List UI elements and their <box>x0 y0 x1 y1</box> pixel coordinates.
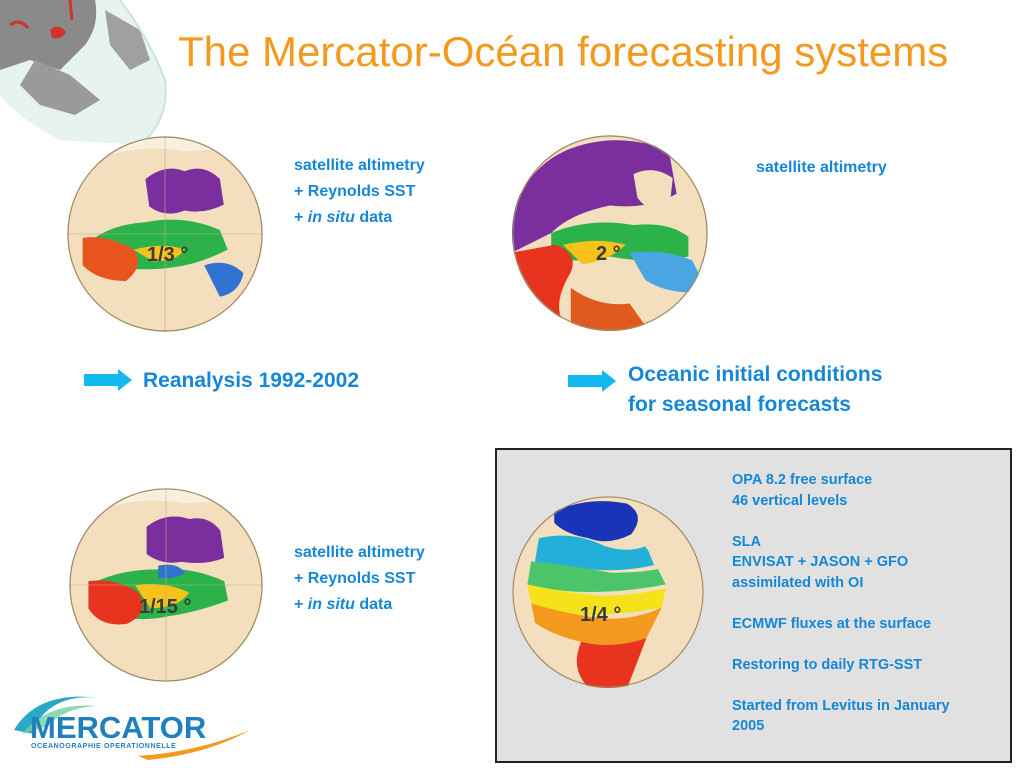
arrow-right-icon <box>568 370 616 392</box>
globe-one-fifteenth-description: satellite altimetry + Reynolds SST + in … <box>294 540 425 618</box>
globe-one-third: 1/3 ° <box>67 136 263 332</box>
logo-wordmark: MERCATOR <box>30 710 207 745</box>
corner-map-graphic <box>0 0 167 146</box>
logo-subtitle: OCEANOGRAPHIE OPERATIONNELLE <box>31 743 177 750</box>
panel-line: Started from Levitus in January <box>732 697 950 714</box>
panel-line: 2005 <box>732 718 765 734</box>
description-line: + Reynolds SST <box>294 570 416 587</box>
panel-line: Restoring to daily RTG-SST <box>732 656 923 673</box>
panel-line: assimilated with OI <box>732 574 864 591</box>
in-situ-text: in situ <box>307 209 355 226</box>
globe-resolution-label: 1/3 ° <box>147 244 189 266</box>
globe-two-degree: 2 ° <box>512 135 708 331</box>
plus-sign: + <box>294 209 308 226</box>
oceanic-conditions-label: Oceanic initial conditions for seasonal … <box>628 360 882 420</box>
panel-line: ECMWF fluxes at the surface <box>732 615 932 632</box>
description-line: satellite altimetry <box>756 159 887 176</box>
globe-resolution-label: 2 ° <box>596 243 621 265</box>
panel-line: ENVISAT + JASON + GFO <box>732 554 909 570</box>
in-situ-text: in situ <box>307 596 355 613</box>
data-word: data <box>354 209 393 226</box>
oceanic-line-1: Oceanic initial conditions <box>628 363 883 386</box>
panel-line: SLA <box>732 533 761 550</box>
globe-one-quarter: 1/4 ° <box>512 496 704 688</box>
page-title: The Mercator-Océan forecasting systems <box>178 28 949 75</box>
globe-resolution-label: 1/4 ° <box>580 604 622 626</box>
globe-one-third-description: satellite altimetry + Reynolds SST + in … <box>294 153 425 231</box>
description-line: satellite altimetry <box>294 157 425 174</box>
globe-two-degree-description: satellite altimetry <box>756 155 887 181</box>
panel-line: 46 vertical levels <box>732 492 848 509</box>
plus-sign: + <box>294 596 308 613</box>
mercator-logo-swoosh-icon <box>14 696 250 760</box>
panel-spacer <box>732 593 950 614</box>
oceanic-line-2: for seasonal forecasts <box>628 393 851 416</box>
arrow-right-icon <box>84 369 132 391</box>
description-line: + Reynolds SST <box>294 183 416 200</box>
panel-line: OPA 8.2 free surface <box>732 472 873 488</box>
description-line: + in situ data <box>294 205 425 231</box>
panel-spacer <box>732 511 950 532</box>
globe-one-fifteenth: 1/15 ° <box>69 488 263 682</box>
panel-spacer <box>732 634 950 655</box>
description-line: satellite altimetry <box>294 544 425 561</box>
panel-spacer <box>732 675 950 696</box>
description-line: + in situ data <box>294 592 425 618</box>
reanalysis-label: Reanalysis 1992-2002 <box>143 369 359 392</box>
globe-resolution-label: 1/15 ° <box>139 596 192 618</box>
model-description-text: OPA 8.2 free surface 46 vertical levels … <box>732 470 950 737</box>
data-word: data <box>354 596 393 613</box>
